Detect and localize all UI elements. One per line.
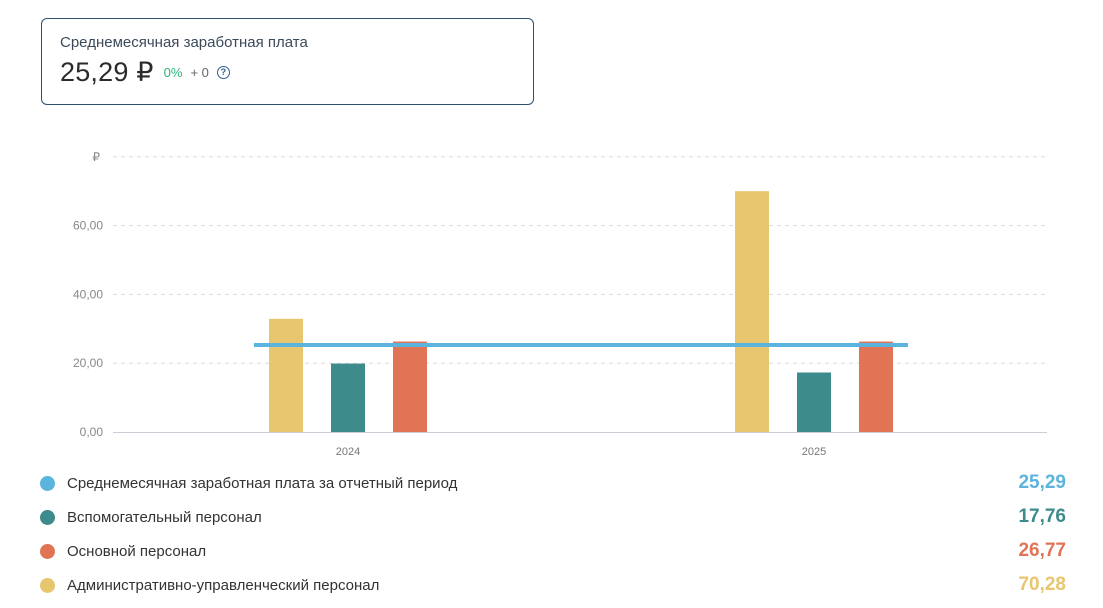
kpi-title: Среднемесячная заработная плата bbox=[60, 34, 308, 51]
legend-dot-admin bbox=[40, 577, 55, 593]
x-tick-label: 2025 bbox=[802, 446, 826, 458]
chart-legend: Среднемесячная заработная плата за отчет… bbox=[40, 466, 1066, 602]
legend-item-admin[interactable]: Административно-управленческий персонал … bbox=[40, 568, 1066, 602]
legend-label-main: Основной персонал bbox=[67, 542, 207, 560]
legend-value-average: 25,29 bbox=[1018, 472, 1066, 493]
y-axis-unit-label: ₽ bbox=[92, 150, 100, 164]
legend-dot-main bbox=[40, 543, 55, 559]
bar bbox=[269, 318, 303, 432]
legend-dot-auxiliary bbox=[40, 509, 55, 525]
legend-value-admin: 70,28 bbox=[1018, 574, 1066, 595]
y-tick-label: 20,00 bbox=[73, 356, 103, 370]
bar bbox=[859, 341, 893, 432]
legend-value-main: 26,77 bbox=[1018, 540, 1066, 561]
legend-dot-average bbox=[40, 475, 55, 491]
bar bbox=[735, 191, 769, 432]
x-tick-label: 2024 bbox=[336, 446, 360, 458]
bar bbox=[331, 363, 365, 432]
kpi-row: 25,29 ₽ 0% + 0 ? bbox=[60, 57, 230, 88]
legend-item-average[interactable]: Среднемесячная заработная плата за отчет… bbox=[40, 466, 1066, 500]
kpi-change-percent: 0% bbox=[163, 65, 183, 80]
kpi-delta: + 0 bbox=[190, 65, 209, 80]
legend-label-auxiliary: Вспомогательный персонал bbox=[67, 508, 262, 526]
help-icon[interactable]: ? bbox=[216, 66, 230, 79]
legend-label-average: Среднемесячная заработная плата за отчет… bbox=[67, 474, 458, 492]
salary-bar-chart: ₽0,00 20,00 40,00 60,00 2024 2025 bbox=[73, 150, 1047, 458]
kpi-value: 25,29 ₽ bbox=[60, 57, 154, 87]
legend-item-main[interactable]: Основной персонал 26,77 bbox=[40, 534, 1066, 568]
kpi-card: Среднемесячная заработная плата 25,29 ₽ … bbox=[41, 18, 534, 105]
bar bbox=[393, 341, 427, 432]
y-tick-label: 0,00 bbox=[80, 425, 104, 439]
legend-item-auxiliary[interactable]: Вспомогательный персонал 17,76 bbox=[40, 500, 1066, 534]
y-tick-label: 60,00 bbox=[73, 219, 103, 233]
y-tick-label: 40,00 bbox=[73, 287, 103, 301]
legend-label-admin: Административно-управленческий персонал bbox=[67, 576, 380, 594]
legend-value-auxiliary: 17,76 bbox=[1018, 506, 1066, 527]
bar bbox=[797, 372, 831, 432]
